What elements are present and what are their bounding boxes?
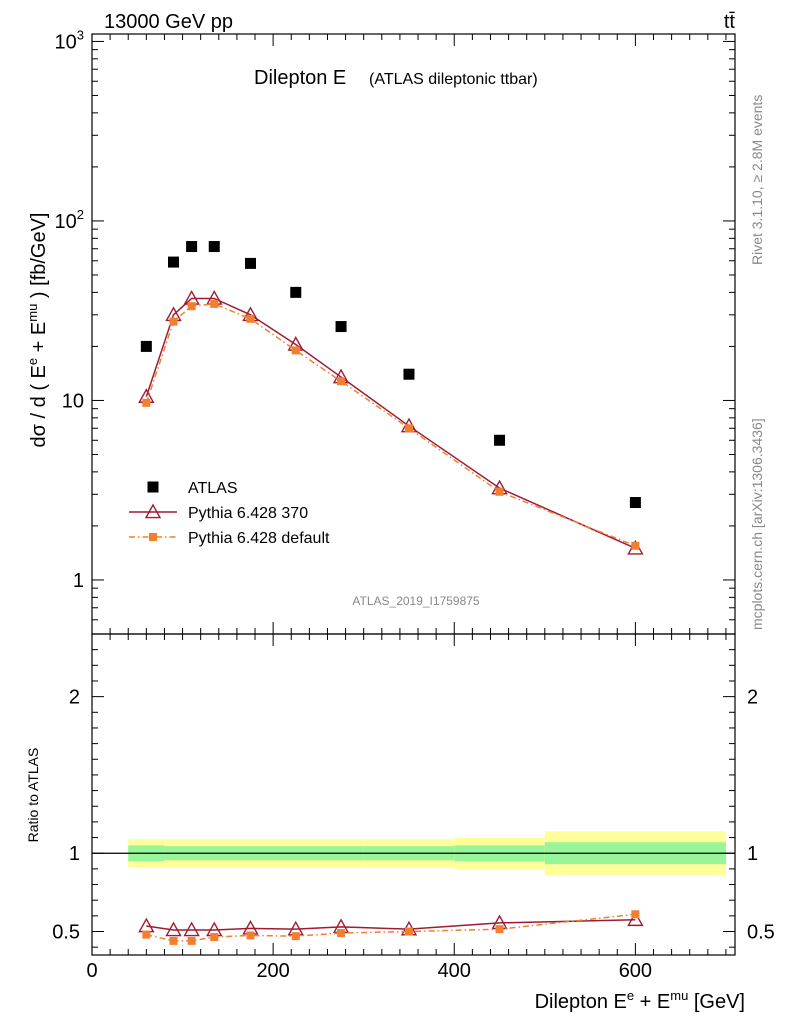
ratio-series-1-point bbox=[142, 930, 151, 939]
main-y-tick-label: 102 bbox=[55, 207, 84, 233]
ratio-y-tick-label: 2 bbox=[747, 687, 758, 709]
analysis-watermark: ATLAS_2019_I1759875 bbox=[352, 594, 480, 608]
x-tick-label: 200 bbox=[256, 960, 289, 982]
x-tick-label: 400 bbox=[438, 960, 471, 982]
main-series-2-line bbox=[145, 303, 636, 547]
ratio-series-1-line bbox=[146, 913, 636, 942]
x-tick-label: 0 bbox=[86, 960, 97, 982]
ratio-y-axis-label: Ratio to ATLAS bbox=[25, 748, 41, 843]
legend-marker bbox=[144, 503, 162, 519]
main-series-2-point bbox=[631, 541, 640, 550]
main-series-2-point bbox=[337, 377, 346, 386]
plot-subtitle: (ATLAS dileptonic ttbar) bbox=[369, 71, 538, 88]
main-series-2-point bbox=[495, 487, 504, 496]
x-tick-label: 600 bbox=[619, 960, 652, 982]
main-series-0-point bbox=[168, 256, 180, 268]
main-series-2-point bbox=[169, 317, 178, 326]
ratio-series-0-line bbox=[146, 919, 636, 931]
ratio-y-tick-label: 1 bbox=[747, 843, 758, 865]
main-y-tick-label: 10 bbox=[62, 390, 84, 412]
ratio-series-1-point bbox=[337, 929, 346, 938]
main-y-axis-label: dσ / d ( Ee + Emu ) [fb/GeV] bbox=[25, 213, 50, 448]
legend-label: Pythia 6.428 370 bbox=[188, 505, 308, 522]
legend-marker bbox=[147, 481, 159, 493]
ratio-series-0-point bbox=[165, 921, 182, 937]
ratio-series-0-point bbox=[183, 921, 200, 937]
ratio-series-1-point bbox=[169, 936, 178, 945]
ratio-series-0-point bbox=[138, 917, 155, 933]
ratio-series-1-point bbox=[495, 925, 504, 934]
main-y-tick-label: 1 bbox=[73, 570, 84, 592]
ratio-series-0-point bbox=[627, 911, 644, 927]
ratio-y-tick-label: 2 bbox=[69, 687, 80, 709]
main-series-0-point bbox=[629, 497, 641, 509]
process-label: tt̄ bbox=[724, 11, 736, 33]
ratio-frame bbox=[91, 633, 736, 956]
main-series-0-point bbox=[208, 241, 220, 253]
ratio-panel: 0 200 400 600 0.5 0.5 1 1 2 2 bbox=[52, 633, 775, 982]
main-series-1-line bbox=[145, 297, 636, 550]
legend-marker bbox=[149, 533, 157, 541]
x-axis-label: Dilepton Ee + Emu [GeV] bbox=[535, 988, 745, 1013]
legend: ATLAS Pythia 6.428 370 Pythia 6.428 defaul… bbox=[129, 480, 330, 547]
main-series-0-point bbox=[186, 241, 198, 253]
main-series-0-point bbox=[403, 368, 415, 380]
main-series-0-point bbox=[494, 434, 506, 446]
main-series-0-point bbox=[140, 340, 152, 352]
main-series-0-point bbox=[244, 257, 256, 269]
main-series-2-point bbox=[142, 398, 151, 407]
ratio-series-1-point bbox=[210, 932, 219, 941]
main-panel: 1 10 102 103 bbox=[55, 27, 736, 635]
rivet-label: Rivet 3.1.10, ≥ 2.8M events bbox=[749, 95, 765, 265]
main-series-2-point bbox=[210, 299, 219, 308]
main-series-0-point bbox=[335, 321, 347, 333]
ratio-y-tick-label: 0.5 bbox=[52, 922, 80, 944]
ratio-series-1-point bbox=[246, 931, 255, 940]
ratio-y-tick-label: 0.5 bbox=[747, 922, 775, 944]
main-series-0-point bbox=[290, 286, 302, 298]
ratio-series-1-point bbox=[291, 932, 300, 941]
ratio-series-1-point bbox=[187, 936, 196, 945]
energy-label: 13000 GeV pp bbox=[104, 11, 233, 33]
main-series-2-point bbox=[291, 346, 300, 355]
main-y-tick-label: 103 bbox=[55, 27, 84, 53]
mcplots-label: mcplots.cern.ch [arXiv:1306.3436] bbox=[749, 418, 765, 630]
legend-label: ATLAS bbox=[188, 480, 238, 497]
ratio-y-tick-label: 1 bbox=[69, 843, 80, 865]
main-series-2-point bbox=[246, 314, 255, 323]
legend-label: Pythia 6.428 default bbox=[188, 530, 330, 547]
ratio-series-1-point bbox=[631, 910, 640, 919]
ratio-series-1-point bbox=[404, 927, 413, 936]
main-series-2-point bbox=[404, 424, 413, 433]
main-series-2-point bbox=[187, 302, 196, 311]
plot-title: Dilepton E bbox=[254, 67, 346, 89]
